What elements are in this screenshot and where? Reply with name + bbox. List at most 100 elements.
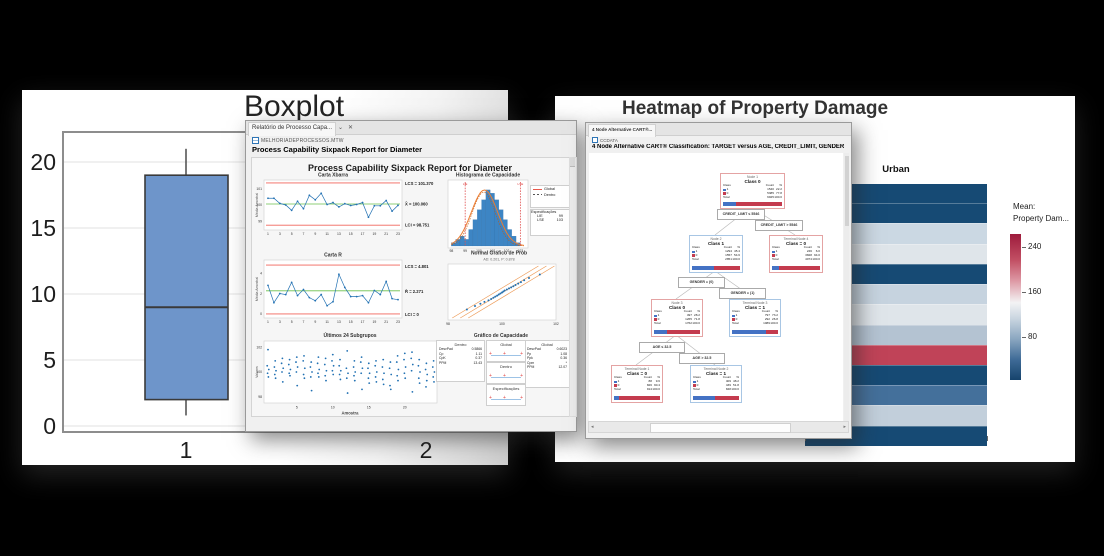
histogram-legend: Global Dentro — [530, 185, 570, 208]
svg-text:13: 13 — [337, 232, 341, 236]
svg-text:Média Amostral: Média Amostral — [255, 193, 259, 217]
svg-text:5: 5 — [296, 406, 298, 410]
tree-vscrollbar[interactable] — [844, 153, 849, 421]
chevron-down-icon[interactable]: ⌄ — [338, 125, 344, 131]
svg-text:Carta Xbarra: Carta Xbarra — [318, 173, 348, 179]
sixpack-report-panel: Process Capability Sixpack Report for Di… — [251, 157, 570, 417]
svg-text:LIE: LIE — [463, 182, 468, 186]
svg-text:19: 19 — [372, 320, 376, 324]
svg-text:LCI = 98.751: LCI = 98.751 — [405, 223, 430, 228]
svg-text:1: 1 — [267, 320, 269, 324]
svg-text:Carta R: Carta R — [324, 253, 342, 259]
svg-text:17: 17 — [361, 320, 365, 324]
split-rule-label: AGE ≤ 32.5 — [639, 342, 685, 353]
svg-text:98: 98 — [449, 249, 453, 253]
svg-text:3: 3 — [279, 320, 281, 324]
svg-text:100: 100 — [256, 370, 262, 374]
svg-text:102: 102 — [504, 249, 510, 253]
split-rule-label: GENDER = (0) — [678, 277, 725, 288]
legend-tick-label: 240 — [1028, 242, 1042, 251]
svg-text:Últimos 24 Subgrupos: Últimos 24 Subgrupos — [323, 332, 376, 339]
worksheet-line: CCDATA — [592, 137, 618, 143]
svg-text:23: 23 — [396, 320, 400, 324]
svg-text:0: 0 — [43, 413, 56, 439]
svg-text:99: 99 — [463, 249, 467, 253]
legend-gradient-bar — [1010, 234, 1021, 380]
svg-text:98: 98 — [258, 395, 262, 399]
split-rule-label: CREDIT_LIMIT > 5546 — [755, 220, 803, 231]
svg-text:0: 0 — [260, 312, 262, 316]
svg-text:Histograma de Capacidade: Histograma de Capacidade — [456, 173, 520, 179]
tree-node[interactable]: Node 3 Class 0 Class Count% 1 497 28.2 0 1265 71.… — [651, 299, 703, 337]
spec-legend: Especificações LIE 99 LSE 103 — [530, 209, 570, 236]
close-icon[interactable]: ✕ — [348, 125, 354, 131]
svg-text:17: 17 — [361, 232, 365, 236]
output-heading: Process Capability Sixpack Report for Di… — [252, 145, 423, 154]
svg-text:20: 20 — [403, 406, 407, 410]
svg-text:15: 15 — [30, 215, 56, 241]
svg-text:LCS = 101.370: LCS = 101.370 — [405, 181, 434, 186]
svg-text:AD: 0.201, P: 0.878: AD: 0.201, P: 0.878 — [483, 258, 514, 262]
svg-text:5: 5 — [291, 320, 293, 324]
report-vscrollbar[interactable] — [569, 157, 577, 417]
tree-node[interactable]: Terminal Node 3 Class = 1 Class Count% 1 797 7… — [729, 299, 781, 337]
svg-text:5: 5 — [291, 232, 293, 236]
svg-text:9: 9 — [314, 320, 316, 324]
heatmap-title: Heatmap of Property Damage — [622, 98, 889, 119]
svg-text:11: 11 — [325, 232, 329, 236]
cart-heading: 4 Node Alternative CART® Classification:… — [592, 144, 844, 150]
tree-node[interactable]: Terminal Node 1 Class = 0 Class Count% 1 88 9.… — [611, 365, 663, 403]
decision-tree-canvas: Node 1 Class 0 Class Count% 1 1540 22.2 0 5385 77… — [589, 153, 843, 421]
svg-text:100: 100 — [256, 203, 262, 207]
tab-capability-report[interactable]: Relatório de Processo Capa... — [248, 122, 337, 136]
svg-text:100: 100 — [499, 322, 505, 326]
tab-label: Relatório de Processo Capa... — [252, 125, 333, 131]
svg-text:1: 1 — [267, 232, 269, 236]
tree-node[interactable]: Terminal Node 4 Class = 0 Class Count% 1 246 6… — [769, 235, 823, 273]
tab-cart-report[interactable]: 4 Node Alternative CART®... — [588, 124, 657, 137]
svg-text:20: 20 — [30, 149, 56, 175]
svg-text:1: 1 — [180, 437, 193, 463]
svg-text:Valores: Valores — [255, 366, 259, 378]
legend-tick-mark — [1022, 247, 1026, 248]
svg-text:Process Capability Sixpack Rep: Process Capability Sixpack Report for Di… — [308, 163, 513, 173]
capacity-stats-global: Global DesvPad 0.6023 Pp 1.08 Ppk 0.36 Cpm * PPM 1… — [524, 340, 570, 388]
svg-text:7: 7 — [303, 232, 305, 236]
vscroll-thumb[interactable] — [844, 156, 849, 226]
svg-text:LCS = 4.801: LCS = 4.801 — [405, 264, 429, 269]
split-rule-label: AGE > 32.5 — [679, 353, 725, 364]
svg-text:11: 11 — [325, 320, 329, 324]
svg-text:10: 10 — [331, 406, 335, 410]
scroll-up-button[interactable] — [570, 158, 575, 167]
hscroll-thumb[interactable] — [650, 422, 791, 433]
scroll-right-icon[interactable]: ▸ — [843, 424, 846, 430]
svg-text:15: 15 — [367, 406, 371, 410]
svg-text:9: 9 — [314, 232, 316, 236]
sixpack-charts: Process Capability Sixpack Report for Di… — [255, 163, 559, 416]
legend-tick-mark — [1022, 337, 1026, 338]
svg-text:7: 7 — [303, 320, 305, 324]
svg-text:19: 19 — [372, 232, 376, 236]
svg-text:15: 15 — [349, 232, 353, 236]
legend-tick-label: 80 — [1028, 332, 1037, 341]
cart-window: 4 Node Alternative CART®... CCDATA 4 Nod… — [585, 122, 852, 439]
svg-text:21: 21 — [384, 232, 388, 236]
svg-text:13: 13 — [337, 320, 341, 324]
tab-bar: Relatório de Processo Capa... ⌄ ✕ — [246, 121, 576, 136]
svg-text:Normal Gráfico de Prob: Normal Gráfico de Prob — [471, 251, 527, 257]
boxplot-title: Boxplot — [243, 90, 345, 123]
svg-text:5: 5 — [43, 347, 56, 373]
tree-hscrollbar[interactable]: ◂ ▸ — [588, 421, 849, 433]
tree-node[interactable]: Node 1 Class 0 Class Count% 1 1540 22.2 0 5385 77… — [720, 173, 785, 209]
svg-text:98: 98 — [446, 322, 450, 326]
tree-node[interactable]: Terminal Node 2 Class = 1 Class Count% 1 409 4… — [690, 365, 742, 403]
svg-text:4: 4 — [260, 271, 262, 275]
scroll-left-icon[interactable]: ◂ — [591, 424, 594, 430]
svg-text:101: 101 — [256, 187, 262, 191]
tree-node[interactable]: Node 2 Class 1 Class Count% 1 1294 45.4 0 1557 54… — [689, 235, 743, 273]
tab-bar: 4 Node Alternative CART®... — [586, 123, 851, 137]
svg-text:21: 21 — [384, 320, 388, 324]
svg-text:15: 15 — [349, 320, 353, 324]
worksheet-name: CCDATA — [600, 137, 618, 143]
capacity-stats-dentro: Dentro DesvPad 0.5866 Cp 1.11 CpK 0.37 PPM 13.43 — [436, 340, 485, 382]
